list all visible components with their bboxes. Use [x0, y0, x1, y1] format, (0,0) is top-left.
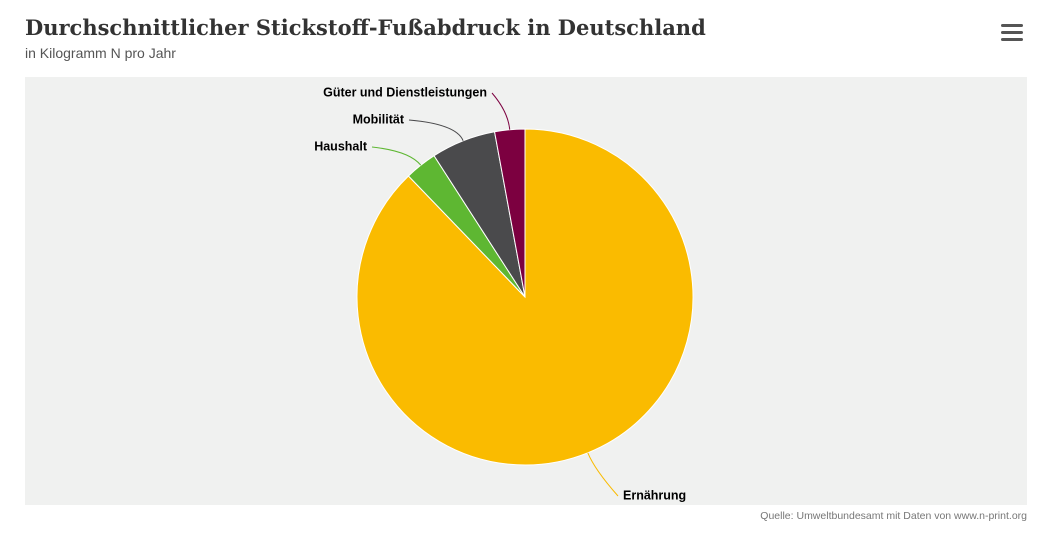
menu-button[interactable] — [1001, 24, 1023, 41]
data-label: Mobilität — [353, 112, 405, 126]
connector — [408, 119, 464, 142]
credits: Quelle: Umweltbundesamt mit Daten von ww… — [760, 510, 1027, 522]
menu-bar[interactable] — [1001, 31, 1023, 34]
menu-bar[interactable] — [1001, 38, 1023, 41]
connector — [491, 92, 511, 130]
chart-subtitle: in Kilogramm N pro Jahr — [25, 45, 176, 61]
data-label: Haushalt — [314, 139, 368, 153]
data-label: Güter und Dienstleistungen — [323, 85, 487, 99]
connector — [587, 452, 619, 497]
menu-bar[interactable] — [1001, 24, 1023, 27]
connector — [371, 146, 422, 166]
data-label: Ernährung — [623, 488, 686, 502]
chart-title: Durchschnittlicher Stickstoff-Fußabdruck… — [25, 15, 706, 40]
